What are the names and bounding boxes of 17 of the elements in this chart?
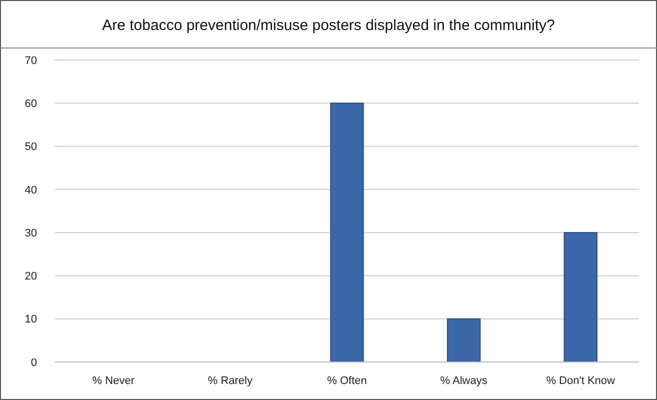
y-tick-label: 20 [24, 270, 37, 283]
x-tick-label: % Never [92, 375, 135, 387]
y-tick-label: 0 [30, 356, 37, 369]
y-tick-label: 10 [24, 314, 37, 326]
bar [564, 232, 598, 362]
x-tick-label: % Always [440, 375, 488, 387]
y-tick-label: 50 [24, 141, 37, 154]
x-tick-label: % Don't Know [546, 375, 616, 387]
y-tick-label: 60 [24, 98, 37, 110]
y-tick-label: 30 [24, 227, 37, 240]
bar [446, 318, 481, 362]
x-tick-label: % Rarely [208, 375, 254, 387]
bar [330, 102, 364, 362]
y-tick-label: 70 [24, 54, 37, 67]
y-tick-label: 40 [24, 184, 37, 196]
x-tick-label: % Often [327, 375, 367, 387]
chart-title: Are tobacco prevention/misuse posters displayed in the community? [102, 17, 555, 34]
